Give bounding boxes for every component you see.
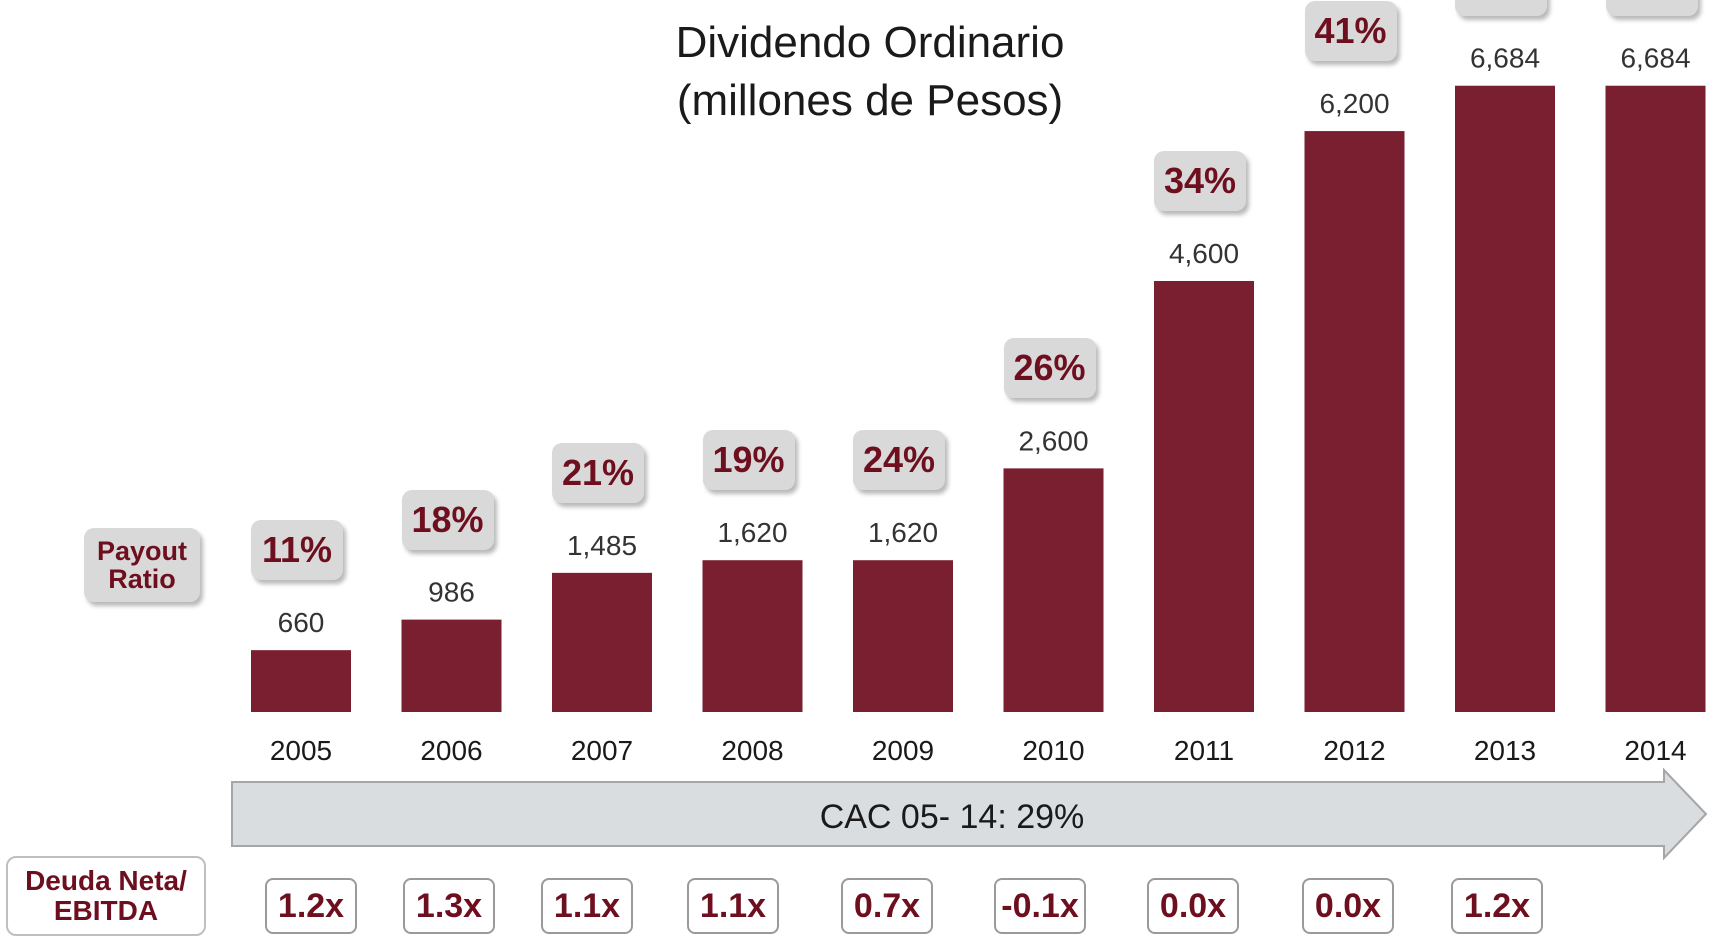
bar-value-label: 6,684 <box>1620 43 1690 74</box>
bar-value-label: 1,620 <box>868 517 938 548</box>
bar-value-label: 986 <box>428 577 475 608</box>
x-tick-label: 2009 <box>872 735 934 766</box>
bar <box>1304 131 1405 713</box>
x-tick-label: 2006 <box>420 735 482 766</box>
bar <box>1605 85 1706 712</box>
x-tick-label: 2008 <box>721 735 783 766</box>
chart-subtitle: (millones de Pesos) <box>676 76 1064 125</box>
payout-ratio-label-line1: Payout <box>96 536 188 566</box>
x-tick-label: 2007 <box>571 735 633 766</box>
debt-ebitda-value: 0.0x <box>1302 878 1394 934</box>
bar-value-label: 6,684 <box>1470 43 1540 74</box>
bar-value-label: 2,600 <box>1018 425 1088 456</box>
bar-value-label: 1,620 <box>717 517 787 548</box>
x-tick-label: 2012 <box>1323 735 1385 766</box>
payout-ratio-pill: 34% <box>1154 150 1246 211</box>
bar-value-label: 660 <box>278 607 325 638</box>
bar <box>251 650 351 712</box>
bar-value-label: 4,600 <box>1169 238 1239 269</box>
debt-ebitda-label-line1: Deuda Neta/ <box>25 865 187 896</box>
payout-ratio-pill: 19% <box>702 430 795 491</box>
payout-ratio-pill: 41% <box>1304 1 1397 62</box>
payout-ratio-pill: 18% <box>401 489 494 550</box>
debt-ebitda-label: Deuda Neta/ EBITDA <box>6 856 206 936</box>
bar-value-label: 6,200 <box>1319 88 1389 119</box>
x-tick-label: 2014 <box>1624 735 1686 766</box>
bar <box>853 560 953 712</box>
payout-ratio-pill: 26% <box>1003 338 1096 399</box>
bar <box>1455 85 1555 712</box>
debt-ebitda-value: 1.1x <box>541 878 633 934</box>
debt-ebitda-value: 1.2x <box>265 878 357 934</box>
debt-ebitda-label-line2: EBITDA <box>53 895 159 926</box>
debt-ebitda-value: -0.1x <box>994 878 1086 934</box>
cac-label: CAC 05- 14: 29% <box>819 798 1085 836</box>
debt-ebitda-value: 1.1x <box>687 878 779 934</box>
payout-ratio-pill: 32% <box>1455 0 1547 16</box>
payout-ratio-pill: 11% <box>251 520 343 581</box>
payout-ratio-label: Payout Ratio <box>84 528 200 602</box>
bar <box>1003 468 1104 712</box>
payout-ratio-pill: 42% <box>1605 0 1698 16</box>
bar <box>702 560 803 712</box>
debt-ebitda-value: 0.0x <box>1147 878 1239 934</box>
x-tick-label: 2005 <box>270 735 332 766</box>
bar-value-label: 1,485 <box>567 530 637 561</box>
x-tick-label: 2013 <box>1474 735 1536 766</box>
cac-arrow <box>231 767 1708 861</box>
payout-ratio-pill: 21% <box>552 442 644 503</box>
debt-ebitda-value: 1.3x <box>403 878 495 934</box>
x-tick-label: 2011 <box>1174 735 1234 766</box>
payout-ratio-pill: 24% <box>853 430 945 491</box>
bar <box>401 619 502 712</box>
x-tick-label: 2010 <box>1022 735 1084 766</box>
bar <box>552 572 652 712</box>
bar <box>1154 280 1254 712</box>
chart-title: Dividendo Ordinario <box>675 18 1065 67</box>
debt-ebitda-value: 1.2x <box>1451 878 1543 934</box>
debt-ebitda-value: 0.7x <box>841 878 933 934</box>
payout-ratio-label-line2: Ratio <box>108 564 176 594</box>
